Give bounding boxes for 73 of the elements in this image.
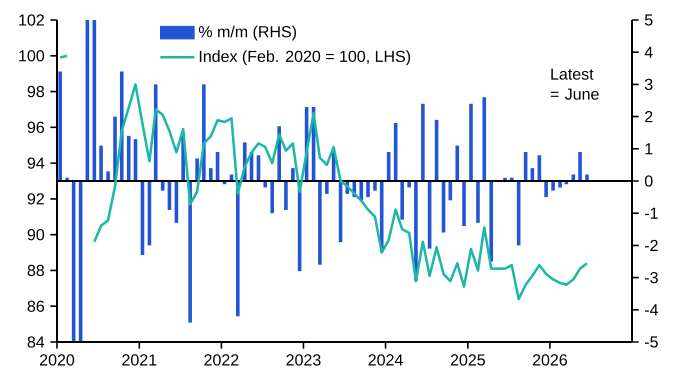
bar	[318, 180, 322, 265]
bar	[394, 123, 398, 181]
y2-tick-label: 4	[644, 46, 653, 58]
y-tick-label: 92	[28, 193, 44, 205]
bar	[270, 180, 274, 214]
bar	[366, 180, 370, 198]
legend-label: Index (Feb. 2020 = 100, LHS)	[200, 50, 410, 66]
y-tick-label: 98	[28, 86, 44, 98]
bar	[442, 180, 446, 233]
bar	[256, 155, 260, 181]
bar	[168, 180, 172, 210]
bar	[78, 180, 82, 342]
y-tick-label: 84	[28, 336, 44, 348]
bar	[86, 20, 90, 181]
bar	[400, 180, 404, 220]
bar	[174, 180, 178, 223]
bar	[291, 168, 295, 181]
bar	[448, 180, 452, 200]
bar	[428, 180, 432, 249]
bar	[524, 152, 528, 181]
y-tick-label: 94	[28, 157, 44, 169]
bar	[386, 152, 390, 181]
bar	[209, 168, 213, 181]
bar	[284, 180, 288, 210]
x-tick-label: 2026	[532, 354, 568, 366]
bar	[434, 120, 438, 181]
annotation: Latest = June	[550, 68, 599, 100]
x-tick-label: 2024	[368, 354, 403, 366]
y-tick-label: 88	[28, 264, 44, 276]
y2-tick-label: 0	[644, 175, 653, 187]
bar	[544, 180, 548, 198]
y2-tick-label: 1	[645, 143, 652, 154]
y2-tick-label: 5	[644, 14, 652, 26]
bar	[58, 72, 62, 181]
bar	[92, 20, 96, 181]
y2-tick-label: -2	[644, 240, 658, 251]
bar	[516, 180, 520, 246]
x-tick-label: 2022	[204, 354, 238, 366]
bar	[489, 180, 494, 262]
bar	[476, 180, 480, 223]
bar	[216, 152, 220, 181]
y2-tick-label: 2	[645, 111, 652, 122]
x-tick-label: 2025	[450, 354, 485, 366]
bar	[469, 104, 473, 181]
x-tick-label: 2020	[40, 354, 74, 366]
bar	[482, 97, 486, 181]
y-tick-label: 86	[28, 300, 44, 312]
y-tick-label: 100	[19, 50, 44, 62]
y2-tick-label: -3	[644, 272, 658, 284]
y2-tick-label: -4	[644, 304, 658, 316]
bar	[325, 180, 329, 194]
bar	[134, 139, 138, 181]
bar	[578, 152, 582, 181]
y2-tick-label: -1	[644, 208, 658, 219]
x-tick-label: 2023	[286, 354, 321, 366]
bar	[338, 180, 342, 242]
y2-tick-label: -5	[644, 336, 658, 348]
y-tick-label: 90	[28, 229, 44, 240]
bar	[126, 136, 131, 181]
bar	[530, 168, 534, 181]
y-tick-label: 96	[28, 122, 44, 133]
bar	[140, 180, 144, 256]
x-tick-label: 2021	[122, 354, 156, 366]
y2-tick-label: 3	[644, 78, 652, 90]
bar	[72, 180, 76, 342]
bar	[538, 155, 542, 181]
legend-label: % m/m (RHS)	[198, 26, 296, 40]
bar	[455, 146, 460, 181]
bar	[99, 146, 103, 181]
y-tick-label: 102	[19, 14, 44, 26]
bar	[462, 180, 466, 226]
bar	[148, 180, 152, 246]
bar	[421, 104, 425, 181]
